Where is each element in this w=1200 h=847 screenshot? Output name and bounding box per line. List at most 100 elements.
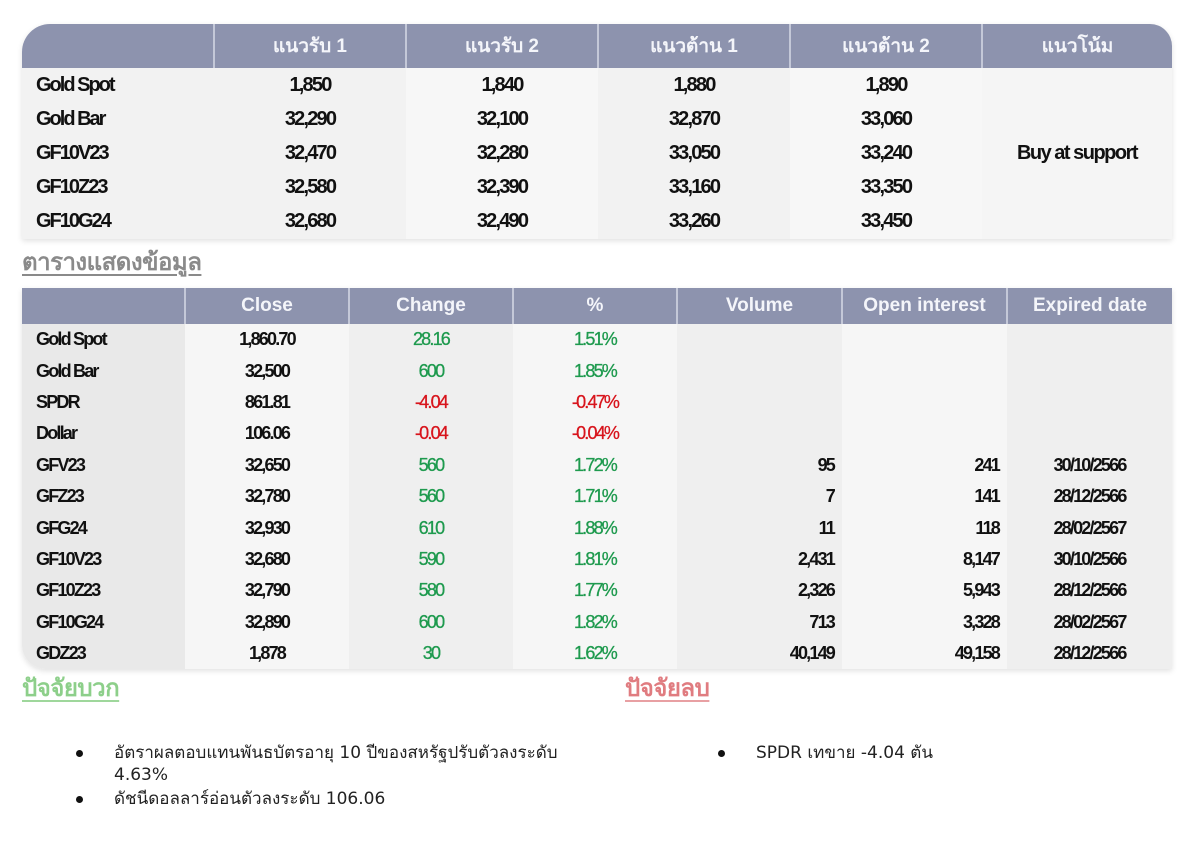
volume-value: 11	[677, 512, 842, 544]
instrument-name: GF10G24	[22, 606, 185, 638]
volume-value: 40,149	[677, 637, 842, 670]
resistance-1-value: 33,260	[598, 204, 790, 239]
open-interest-value: 141	[842, 480, 1007, 513]
header-resistance-2: แนวต้าน 2	[790, 24, 983, 68]
table-row: GDZ23 1,878 30 1.62% 40,149 49,158 28/12/2566	[22, 637, 1172, 670]
table-header-row: แนวรับ 1 แนวรับ 2 แนวต้าน 1 แนวต้าน 2 แน…	[22, 24, 1172, 68]
resistance-1-value: 33,050	[598, 136, 790, 170]
instrument-name: Gold Spot	[22, 68, 214, 102]
header-support-2: แนวรับ 2	[406, 24, 599, 68]
volume-value	[677, 324, 842, 356]
support-1-value: 32,580	[214, 170, 406, 204]
close-value: 861.81	[185, 386, 349, 419]
instrument-name: GF10Z23	[22, 170, 214, 204]
support-2-value: 32,280	[406, 136, 598, 170]
expired-date-value: 28/12/2566	[1007, 637, 1172, 670]
factor-text: อัตราผลตอบแทนพันธบัตรอายุ 10 ปีของสหรัฐป…	[114, 743, 558, 785]
header-support-1: แนวรับ 1	[214, 24, 407, 68]
change-value: 580	[349, 575, 513, 607]
instrument-name: Gold Spot	[22, 324, 185, 356]
percent-value: 1.88%	[513, 512, 677, 544]
open-interest-value: 5,943	[842, 575, 1007, 607]
close-value: 32,680	[185, 543, 349, 576]
expired-date-value	[1007, 324, 1172, 356]
open-interest-value	[842, 355, 1007, 387]
header-percent: %	[513, 288, 678, 324]
resistance-2-value: 1,890	[790, 68, 982, 102]
percent-value: 1.85%	[513, 355, 677, 387]
list-item: ดัชนีดอลลาร์อ่อนตัวลงระดับ 106.06	[74, 788, 574, 810]
change-value: 560	[349, 449, 513, 481]
list-item: SPDR เทขาย -4.04 ตัน	[716, 742, 1136, 764]
instrument-name: GF10V23	[22, 136, 214, 170]
table-row: GFV23 32,650 560 1.72% 95 241 30/10/2566	[22, 449, 1172, 481]
header-volume: Volume	[677, 288, 843, 324]
table-row: Gold Spot 1,850 1,840 1,880 1,890 Buy at…	[22, 68, 1172, 239]
list-item: อัตราผลตอบแทนพันธบัตรอายุ 10 ปีของสหรัฐป…	[74, 742, 574, 786]
percent-value: 1.72%	[513, 449, 677, 481]
support-1-value: 32,680	[214, 204, 406, 239]
volume-value: 2,431	[677, 543, 842, 576]
table-row: GF10Z23 32,580 32,390 33,160 33,350	[22, 170, 1172, 204]
open-interest-value: 8,147	[842, 543, 1007, 576]
percent-value: 1.82%	[513, 606, 677, 638]
change-value: 560	[349, 480, 513, 513]
expired-date-value: 28/02/2567	[1007, 606, 1172, 638]
support-1-value: 1,850	[214, 68, 406, 102]
support-2-value: 32,100	[406, 102, 598, 136]
table-row: SPDR 861.81 -4.04 -0.47%	[22, 386, 1172, 419]
table-row: GF10V23 32,680 590 1.81% 2,431 8,147 30/10/256…	[22, 543, 1172, 576]
change-value: 590	[349, 543, 513, 576]
table-row: Gold Spot 1,860.70 28.16 1.51%	[22, 324, 1172, 356]
trend-value: Buy at support	[982, 68, 1172, 239]
instrument-name: GFZ23	[22, 480, 185, 513]
negative-factors-title: ปัจจัยลบ	[625, 675, 710, 702]
positive-factors-title: ปัจจัยบวก	[22, 675, 120, 702]
header-open-interest: Open interest	[842, 288, 1008, 324]
percent-value: -0.04%	[513, 418, 677, 450]
instrument-name: GF10Z23	[22, 575, 185, 607]
change-value: -4.04	[349, 386, 513, 419]
resistance-1-value: 33,160	[598, 170, 790, 204]
volume-value: 95	[677, 449, 842, 481]
resistance-1-value: 32,870	[598, 102, 790, 136]
expired-date-value: 28/12/2566	[1007, 575, 1172, 607]
instrument-name: GF10V23	[22, 543, 185, 576]
change-value: 30	[349, 637, 513, 670]
close-value: 32,790	[185, 575, 349, 607]
close-value: 106.06	[185, 418, 349, 450]
resistance-2-value: 33,450	[790, 204, 982, 239]
instrument-name: GF10G24	[22, 204, 214, 239]
open-interest-value: 3,328	[842, 606, 1007, 638]
header-instrument	[22, 24, 215, 68]
table-row: GFG24 32,930 610 1.88% 11 118 28/02/2567	[22, 512, 1172, 544]
volume-value	[677, 418, 842, 450]
close-value: 32,930	[185, 512, 349, 544]
header-expired-date: Expired date	[1007, 288, 1172, 324]
open-interest-value: 49,158	[842, 637, 1007, 670]
section-title: ตารางแสดงข้อมูล	[22, 249, 202, 276]
resistance-2-value: 33,240	[790, 136, 982, 170]
header-change: Change	[349, 288, 514, 324]
positive-factors-list: อัตราผลตอบแทนพันธบัตรอายุ 10 ปีของสหรัฐป…	[74, 742, 574, 812]
instrument-name: Dollar	[22, 418, 185, 450]
change-value: 28.16	[349, 324, 513, 356]
expired-date-value: 30/10/2566	[1007, 449, 1172, 481]
expired-date-value: 30/10/2566	[1007, 543, 1172, 576]
factor-text: ดัชนีดอลลาร์อ่อนตัวลงระดับ 106.06	[114, 789, 386, 809]
table-row: Gold Bar 32,290 32,100 32,870 33,060	[22, 102, 1172, 136]
expired-date-value	[1007, 418, 1172, 450]
instrument-name: GDZ23	[22, 637, 185, 670]
instrument-name: Gold Bar	[22, 355, 185, 387]
table-row: Gold Bar 32,500 600 1.85%	[22, 355, 1172, 387]
support-1-value: 32,470	[214, 136, 406, 170]
open-interest-value	[842, 418, 1007, 450]
percent-value: 1.62%	[513, 637, 677, 670]
volume-value: 2,326	[677, 575, 842, 607]
change-value: 600	[349, 355, 513, 387]
instrument-name: GFV23	[22, 449, 185, 481]
percent-value: -0.47%	[513, 386, 677, 419]
open-interest-value	[842, 324, 1007, 356]
volume-value: 713	[677, 606, 842, 638]
table-header-row: Close Change % Volume Open interest Expi…	[22, 288, 1172, 324]
